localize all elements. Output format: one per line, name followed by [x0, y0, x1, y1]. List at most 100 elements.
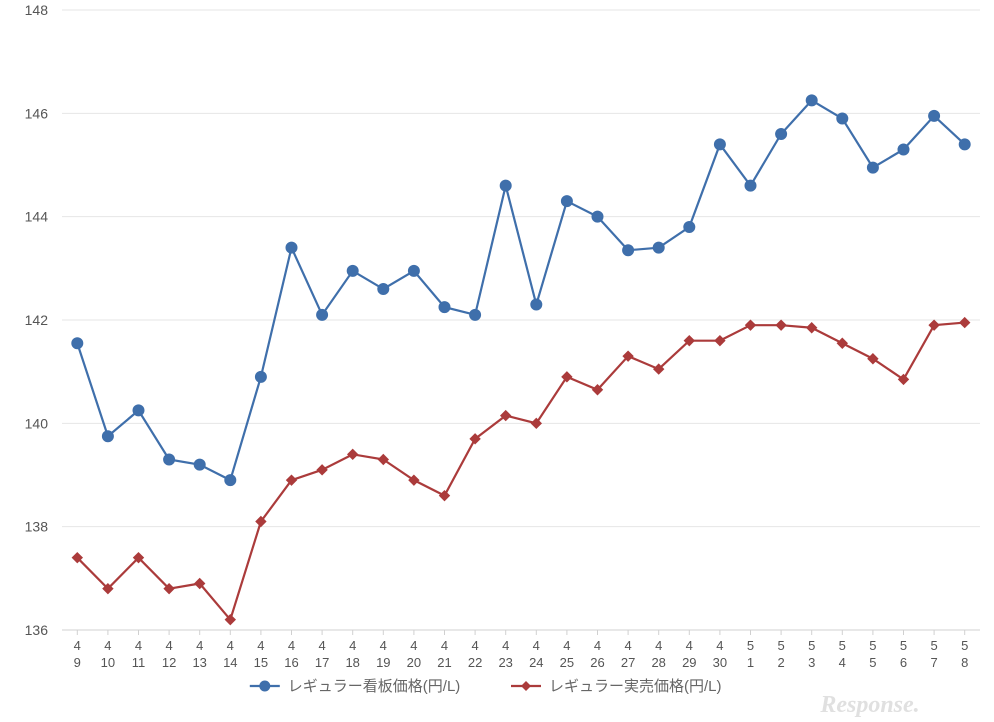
data-point [653, 242, 664, 253]
xtick-month: 5 [839, 638, 846, 653]
xtick-month: 4 [655, 638, 662, 653]
data-point [959, 139, 970, 150]
xtick-day: 25 [560, 655, 574, 670]
ytick-label: 142 [25, 312, 49, 328]
data-point [72, 338, 83, 349]
xtick-day: 10 [101, 655, 115, 670]
xtick-day: 12 [162, 655, 176, 670]
xtick-month: 4 [74, 638, 81, 653]
data-point [378, 284, 389, 295]
xtick-day: 19 [376, 655, 390, 670]
data-point [102, 431, 113, 442]
xtick-month: 4 [165, 638, 172, 653]
xtick-day: 13 [192, 655, 206, 670]
ytick-label: 138 [25, 519, 49, 535]
data-point [745, 180, 756, 191]
watermark: Response. [819, 692, 919, 718]
data-point [500, 180, 511, 191]
xtick-month: 5 [961, 638, 968, 653]
xtick-day: 27 [621, 655, 635, 670]
data-point [898, 144, 909, 155]
chart-svg: 1361381401421441461484941041141241341441… [0, 0, 994, 722]
data-point [439, 302, 450, 313]
data-point [286, 242, 297, 253]
data-point [867, 162, 878, 173]
xtick-month: 4 [104, 638, 111, 653]
xtick-day: 28 [651, 655, 665, 670]
xtick-day: 26 [590, 655, 604, 670]
data-point [133, 405, 144, 416]
data-point [623, 245, 634, 256]
xtick-month: 4 [257, 638, 264, 653]
data-point [806, 95, 817, 106]
legend-label: レギュラー看板価格(円/L) [288, 677, 461, 695]
xtick-month: 5 [869, 638, 876, 653]
data-point [470, 309, 481, 320]
xtick-month: 4 [441, 638, 448, 653]
xtick-month: 5 [930, 638, 937, 653]
ytick-label: 140 [25, 415, 49, 431]
data-point [531, 299, 542, 310]
xtick-day: 6 [900, 655, 907, 670]
data-point [255, 371, 266, 382]
xtick-month: 4 [533, 638, 540, 653]
xtick-day: 15 [254, 655, 268, 670]
xtick-month: 4 [288, 638, 295, 653]
xtick-month: 4 [471, 638, 478, 653]
xtick-day: 21 [437, 655, 451, 670]
xtick-month: 4 [563, 638, 570, 653]
xtick-month: 4 [196, 638, 203, 653]
data-point [347, 265, 358, 276]
data-point [929, 110, 940, 121]
xtick-day: 14 [223, 655, 237, 670]
xtick-month: 4 [318, 638, 325, 653]
legend-label: レギュラー実売価格(円/L) [549, 678, 722, 695]
xtick-day: 4 [839, 655, 846, 670]
xtick-month: 4 [410, 638, 417, 653]
xtick-day: 9 [74, 655, 81, 670]
data-point [837, 113, 848, 124]
xtick-month: 5 [900, 638, 907, 653]
data-point [225, 475, 236, 486]
xtick-day: 2 [777, 655, 784, 670]
data-point [317, 309, 328, 320]
xtick-month: 5 [777, 638, 784, 653]
xtick-month: 4 [227, 638, 234, 653]
data-point [561, 196, 572, 207]
data-point [408, 265, 419, 276]
data-point [194, 459, 205, 470]
ytick-label: 146 [25, 105, 49, 121]
data-point [592, 211, 603, 222]
xtick-day: 20 [407, 655, 421, 670]
xtick-month: 4 [135, 638, 142, 653]
xtick-day: 30 [713, 655, 727, 670]
data-point [684, 222, 695, 233]
xtick-month: 4 [686, 638, 693, 653]
price-chart: 1361381401421441461484941041141241341441… [0, 0, 994, 722]
xtick-month: 4 [716, 638, 723, 653]
ytick-label: 136 [25, 622, 49, 638]
xtick-month: 5 [808, 638, 815, 653]
ytick-label: 148 [25, 2, 49, 18]
ytick-label: 144 [25, 209, 49, 225]
xtick-day: 24 [529, 655, 543, 670]
xtick-day: 8 [961, 655, 968, 670]
xtick-day: 7 [930, 655, 937, 670]
xtick-month: 4 [349, 638, 356, 653]
xtick-day: 23 [498, 655, 512, 670]
xtick-month: 4 [502, 638, 509, 653]
xtick-day: 17 [315, 655, 329, 670]
xtick-day: 16 [284, 655, 298, 670]
xtick-day: 29 [682, 655, 696, 670]
xtick-month: 5 [747, 638, 754, 653]
xtick-day: 18 [345, 655, 359, 670]
data-point [164, 454, 175, 465]
xtick-day: 5 [869, 655, 876, 670]
xtick-day: 22 [468, 655, 482, 670]
xtick-month: 4 [624, 638, 631, 653]
xtick-day: 3 [808, 655, 815, 670]
xtick-day: 11 [132, 655, 146, 670]
data-point [776, 129, 787, 140]
xtick-day: 1 [747, 655, 754, 670]
xtick-month: 4 [380, 638, 387, 653]
